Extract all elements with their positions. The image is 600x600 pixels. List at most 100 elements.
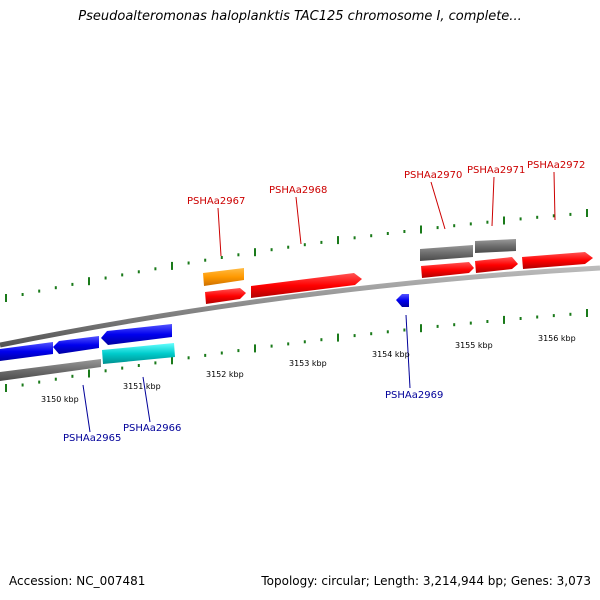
upper-track-minor-tick — [370, 234, 373, 238]
upper-track-major-tick — [171, 261, 173, 270]
lower-track-major-tick — [586, 309, 588, 317]
gene-PSHAa2968-arrow[interactable] — [251, 273, 362, 298]
lower-track-minor-tick — [519, 317, 522, 320]
upper-track-minor-tick — [21, 293, 24, 296]
lower-tick-track — [5, 309, 588, 392]
lower-track-minor-tick — [154, 361, 157, 365]
map-title: Pseudoalteromonas haloplanktis TAC125 ch… — [78, 9, 522, 24]
upper-track-minor-tick — [536, 215, 539, 219]
upper-track-minor-tick — [154, 267, 157, 271]
upper-track-major-tick — [503, 216, 505, 225]
upper-track-minor-tick — [237, 253, 240, 257]
lower-track-minor-tick — [469, 321, 472, 325]
gene-PSHAa2967-arrow[interactable] — [205, 288, 246, 304]
upper-track-minor-tick — [469, 222, 472, 226]
gene-PSHAa2966-arrow[interactable] — [101, 324, 172, 345]
gene-label-PSHAa2969[interactable]: PSHAa2969 — [385, 390, 443, 401]
gene-label-PSHAa2971[interactable]: PSHAa2971 — [467, 165, 525, 176]
upper-track-minor-tick — [54, 286, 57, 290]
upper-track-minor-tick — [552, 214, 555, 218]
upper-track-major-tick — [337, 236, 339, 245]
gene-label-PSHAa2965[interactable]: PSHAa2965 — [63, 433, 121, 444]
lower-track-minor-tick — [38, 380, 41, 384]
lower-track-major-tick — [337, 333, 339, 342]
gene-PSHAa2972-arrow[interactable] — [522, 252, 593, 269]
upper-track-minor-tick — [386, 232, 389, 235]
upper-track-minor-tick — [137, 270, 140, 274]
lower-track-minor-tick — [237, 349, 240, 353]
upper-track-minor-tick — [187, 261, 190, 265]
upper-track-major-tick — [586, 209, 588, 217]
lower-track-minor-tick — [436, 324, 439, 328]
upper-track-minor-tick — [270, 248, 273, 252]
lower-track-minor-tick — [21, 383, 24, 387]
lower-track-major-tick — [171, 356, 173, 365]
gene-label-PSHAa2967[interactable]: PSHAa2967 — [187, 196, 245, 207]
region-bar-upper-1 — [420, 245, 473, 261]
lower-track-minor-tick — [187, 356, 190, 360]
lower-track-minor-tick — [137, 364, 140, 367]
scale-label-3155: 3155 kbp — [455, 341, 493, 350]
lower-track-minor-tick — [403, 328, 406, 332]
lower-track-major-tick — [503, 315, 505, 324]
lower-track-minor-tick — [486, 320, 489, 323]
upper-track-minor-tick — [453, 224, 456, 228]
lower-track-minor-tick — [569, 312, 572, 316]
upper-track-minor-tick — [403, 230, 406, 233]
region-bar-upper-2 — [475, 239, 516, 253]
gene-PSHAa2965-arrow[interactable] — [0, 342, 53, 361]
lower-track-major-tick — [88, 369, 90, 378]
lower-track-minor-tick — [453, 323, 456, 327]
scale-label-3151: 3151 kbp — [123, 382, 161, 391]
accession-text: Accession: NC_007481 — [9, 574, 146, 588]
upper-track-minor-tick — [353, 236, 356, 240]
lower-track-minor-tick — [353, 334, 356, 338]
rna-feature-bar[interactable] — [203, 268, 244, 286]
scale-label-3152: 3152 kbp — [206, 370, 244, 379]
upper-track-minor-tick — [436, 226, 439, 230]
lower-track-minor-tick — [552, 314, 555, 318]
scale-label-3156: 3156 kbp — [538, 334, 576, 343]
upper-track-minor-tick — [320, 240, 323, 244]
upper-track-minor-tick — [220, 256, 223, 259]
lower-track-minor-tick — [220, 351, 223, 355]
upper-track-minor-tick — [569, 212, 572, 216]
lower-track-minor-tick — [287, 342, 290, 346]
lower-track-minor-tick — [370, 332, 373, 336]
upper-track-major-tick — [254, 248, 256, 257]
label-leader-lines — [82, 171, 556, 433]
pseudogene-bar[interactable] — [102, 343, 175, 364]
gene-PSHAa2971-arrow[interactable] — [475, 257, 518, 273]
chromosome-backbone — [0, 265, 600, 348]
lower-track-minor-tick — [71, 374, 74, 378]
lower-track-minor-tick — [121, 366, 124, 370]
lower-track-major-tick — [254, 344, 256, 353]
upper-track-minor-tick — [71, 282, 74, 286]
lower-track-major-tick — [5, 384, 7, 392]
lower-track-minor-tick — [104, 369, 107, 373]
region-bar-lower — [0, 359, 101, 381]
gene-label-PSHAa2972[interactable]: PSHAa2972 — [527, 160, 585, 171]
lower-track-minor-tick — [320, 338, 323, 342]
upper-track-major-tick — [88, 277, 90, 286]
scale-label-3153: 3153 kbp — [289, 359, 327, 368]
gene-label-PSHAa2968[interactable]: PSHAa2968 — [269, 185, 327, 196]
upper-track-minor-tick — [287, 245, 290, 249]
gene-PSHAa2970-arrow[interactable] — [421, 262, 474, 278]
lower-track-minor-tick — [204, 353, 207, 357]
lower-track-minor-tick — [536, 315, 539, 319]
gene-PSHAa2969-arrow[interactable] — [396, 294, 409, 307]
scale-label-3154: 3154 kbp — [372, 350, 410, 359]
upper-track-minor-tick — [303, 243, 306, 247]
lower-track-minor-tick — [270, 344, 273, 348]
gene-label-PSHAa2966[interactable]: PSHAa2966 — [123, 423, 181, 434]
lower-track-minor-tick — [303, 340, 306, 344]
upper-track-minor-tick — [486, 220, 489, 224]
upper-track-minor-tick — [121, 273, 124, 277]
scale-label-3150: 3150 kbp — [41, 395, 79, 404]
gene-PSHAa2965b-arrow[interactable] — [53, 336, 99, 354]
lower-track-minor-tick — [386, 330, 389, 334]
gene-label-PSHAa2970[interactable]: PSHAa2970 — [404, 170, 462, 181]
genome-summary-text: Topology: circular; Length: 3,214,944 bp… — [261, 574, 591, 588]
